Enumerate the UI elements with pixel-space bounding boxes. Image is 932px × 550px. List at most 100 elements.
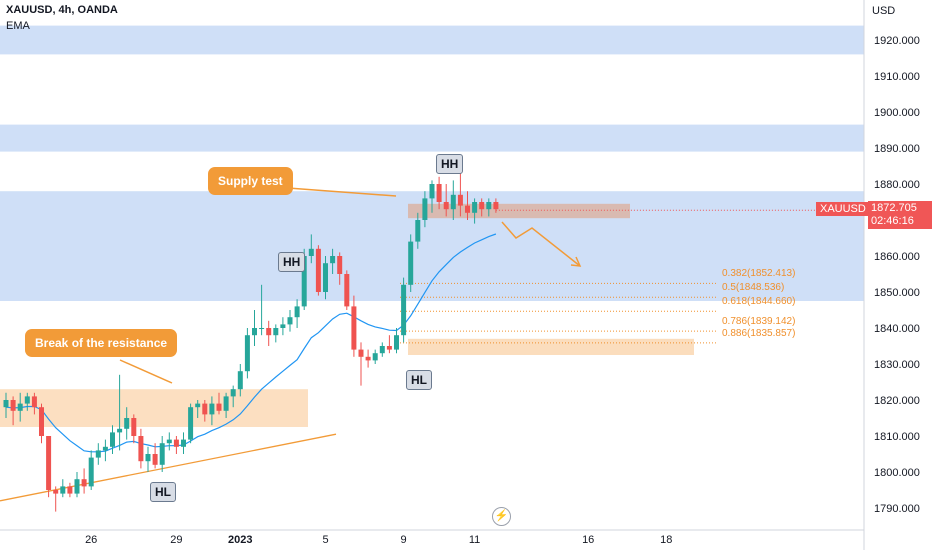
fib-label-05: 0.5(1848.536) bbox=[722, 282, 785, 293]
candle-body bbox=[138, 436, 144, 462]
candle-body bbox=[74, 479, 80, 494]
zone-layer bbox=[0, 25, 864, 427]
currency-label[interactable]: USD bbox=[872, 5, 896, 17]
symbol-title[interactable]: XAUUSD, 4h, OANDA bbox=[6, 4, 118, 16]
trend-and-fib-layer bbox=[0, 187, 864, 502]
candle-body bbox=[259, 328, 265, 329]
candle-body bbox=[394, 335, 399, 350]
price-tick-label: 1850.000 bbox=[874, 287, 920, 299]
candle-body bbox=[330, 256, 336, 264]
projection-arrowhead bbox=[570, 256, 582, 267]
current-price-badge: 1872.705 02:46:16 bbox=[868, 201, 932, 229]
candle-body bbox=[386, 346, 392, 350]
lightning-icon[interactable]: ⚡ bbox=[492, 507, 511, 526]
fib-label-0618: 0.618(1844.660) bbox=[722, 296, 796, 307]
break-resistance-pointer bbox=[119, 359, 173, 384]
time-tick-label: 5 bbox=[322, 534, 328, 546]
reaction-zone bbox=[408, 203, 630, 219]
candle-body bbox=[152, 454, 158, 465]
candle-body bbox=[280, 324, 286, 328]
price-tick-label: 1790.000 bbox=[874, 503, 920, 515]
candle-body bbox=[315, 248, 321, 292]
candle-body bbox=[10, 400, 16, 411]
candle-body bbox=[323, 263, 328, 292]
demand-zone bbox=[408, 338, 694, 355]
bar-countdown: 02:46:16 bbox=[871, 215, 914, 227]
indicator-legend-ema[interactable]: EMA bbox=[6, 20, 30, 32]
candle-body bbox=[173, 439, 179, 447]
price-tick-label: 1800.000 bbox=[874, 467, 920, 479]
candle-body bbox=[266, 328, 272, 336]
candle-body bbox=[351, 306, 357, 350]
candle-body bbox=[450, 194, 456, 210]
symbol-price-badge: XAUUSD bbox=[816, 202, 870, 216]
candle-body bbox=[358, 349, 364, 357]
candle-body bbox=[344, 274, 350, 307]
candle-body bbox=[88, 457, 94, 487]
candle-body bbox=[273, 328, 279, 336]
candle-body bbox=[39, 407, 44, 436]
candle-body bbox=[53, 490, 59, 494]
price-axis[interactable]: 1790.000 1800.000 1810.000 1820.000 1830.000… bbox=[863, 0, 920, 550]
candle-body bbox=[252, 328, 257, 336]
fib-label-0786: 0.786(1839.142) bbox=[722, 316, 796, 327]
candle-body bbox=[408, 241, 414, 285]
price-tick-label: 1920.000 bbox=[874, 35, 920, 47]
candle-body bbox=[443, 202, 449, 210]
projection-path bbox=[501, 221, 581, 267]
candle-body bbox=[131, 418, 137, 436]
candle-body bbox=[102, 446, 108, 451]
candle-body bbox=[365, 356, 371, 361]
price-tick-label: 1840.000 bbox=[874, 323, 920, 335]
higher-high-label-2: HH bbox=[436, 154, 464, 174]
time-tick-label: 29 bbox=[170, 534, 182, 546]
candle-body bbox=[244, 335, 250, 372]
higher-high-label-1: HH bbox=[278, 252, 306, 272]
candle-body bbox=[472, 202, 478, 213]
higher-low-label-2: HL bbox=[406, 370, 432, 390]
time-tick-label: 18 bbox=[660, 534, 672, 546]
candle-body bbox=[81, 479, 87, 487]
candle-body bbox=[422, 198, 428, 220]
time-tick-label: 9 bbox=[401, 534, 407, 546]
candles-layer bbox=[3, 173, 499, 512]
broken-resistance-zone bbox=[0, 389, 308, 427]
supply-test-callout: Supply test bbox=[208, 167, 293, 195]
candle-body bbox=[24, 396, 30, 404]
candle-body bbox=[493, 202, 499, 210]
time-tick-label: 11 bbox=[469, 534, 480, 546]
supply-zone-top bbox=[0, 25, 864, 55]
candle-body bbox=[3, 400, 9, 408]
candle-body bbox=[31, 396, 37, 408]
candle-body bbox=[436, 184, 442, 202]
time-axis[interactable]: 26 29 2023 5 9 11 16 18 bbox=[0, 529, 864, 546]
price-tick-label: 1860.000 bbox=[874, 251, 920, 263]
supply-test-pointer bbox=[287, 187, 397, 197]
candle-body bbox=[401, 284, 407, 336]
candle-body bbox=[337, 256, 343, 274]
candle-body bbox=[110, 432, 115, 447]
candle-body bbox=[223, 396, 229, 411]
candle-body bbox=[287, 317, 293, 325]
break-resistance-callout: Break of the resistance bbox=[25, 329, 178, 357]
candle-body bbox=[237, 371, 243, 390]
price-tick-label: 1900.000 bbox=[874, 107, 920, 119]
candle-body bbox=[195, 403, 201, 408]
current-price-value: 1872.705 bbox=[871, 202, 917, 214]
candle-body bbox=[181, 439, 186, 447]
candle-body bbox=[457, 194, 463, 206]
candle-body bbox=[294, 306, 300, 318]
candle-body bbox=[188, 407, 194, 440]
candle-body bbox=[308, 248, 314, 256]
time-tick-label: 2023 bbox=[228, 534, 252, 546]
candle-body bbox=[60, 486, 66, 494]
ema-line bbox=[5, 233, 497, 453]
price-tick-label: 1910.000 bbox=[874, 71, 920, 83]
candle-body bbox=[479, 202, 485, 210]
supply-zone-upper bbox=[0, 124, 864, 152]
candle-body bbox=[429, 184, 435, 199]
time-tick-label: 16 bbox=[582, 534, 594, 546]
higher-low-label-1: HL bbox=[150, 482, 176, 502]
candle-body bbox=[230, 389, 236, 397]
